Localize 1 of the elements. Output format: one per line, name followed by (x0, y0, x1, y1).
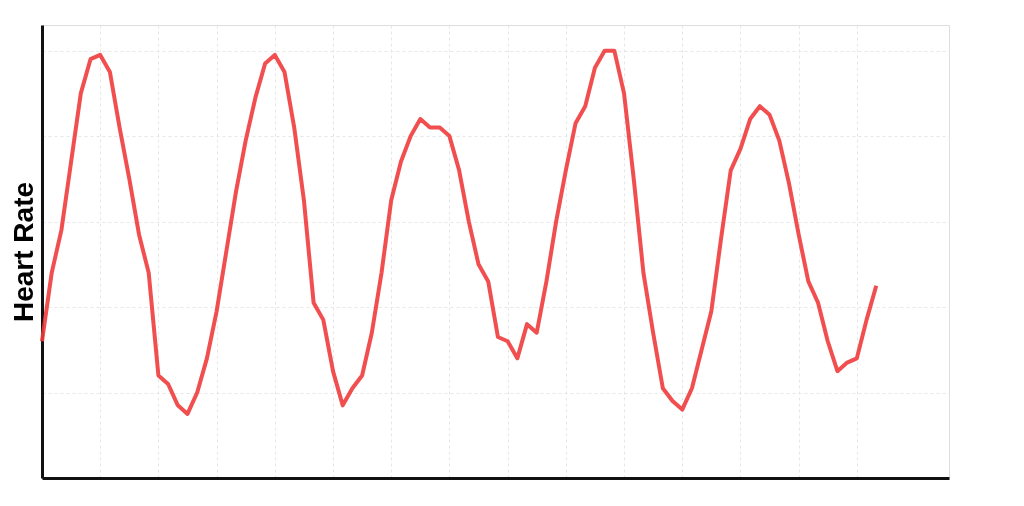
y-axis-title: Heart Rate (7, 181, 39, 323)
